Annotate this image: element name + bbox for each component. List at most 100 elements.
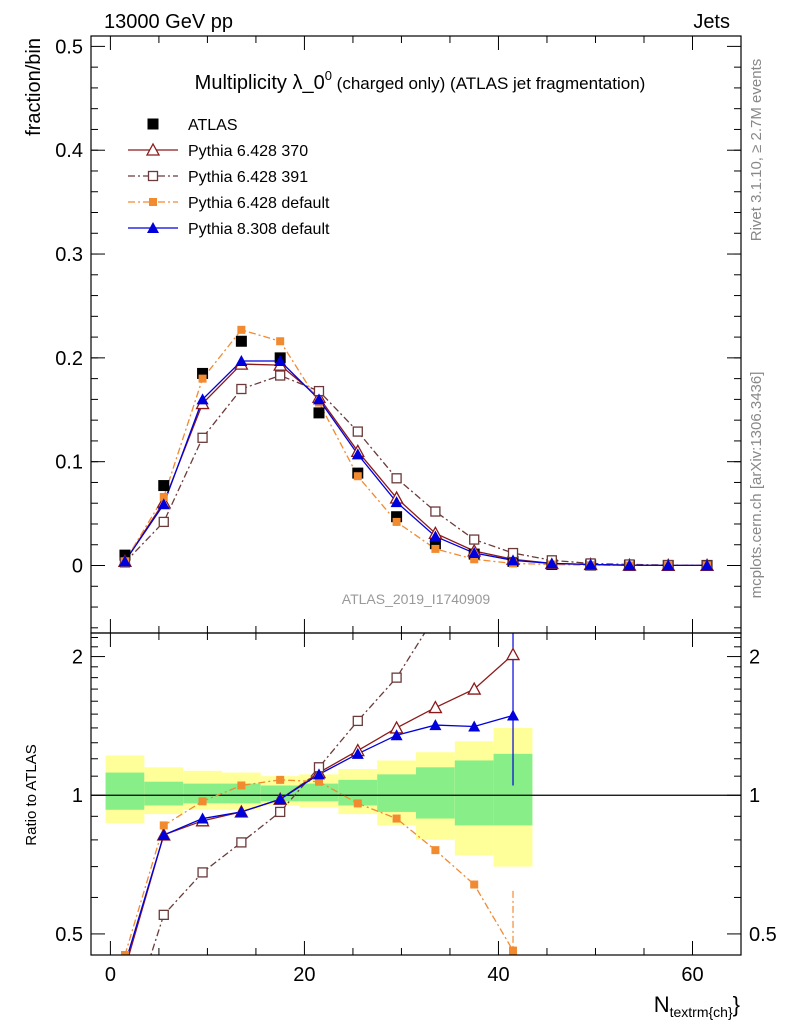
ratio-panel: 0.5 0.51 12 20 20 40 60 Ratio to ATLAS Ntextrm… (23, 632, 777, 1020)
ratio-point-series-2 (120, 951, 129, 955)
main-ylabel: fraction/bin (23, 38, 45, 136)
legend-entry: ATLAS (147, 117, 238, 134)
data-point-series-3 (237, 325, 246, 334)
legend-marker (149, 198, 157, 206)
data-point-series-4 (312, 393, 325, 405)
legend-marker (145, 142, 161, 156)
ratio-y-tick-label: 0.5 (55, 924, 83, 946)
data-point-series-2 (352, 426, 363, 437)
legend-label: Pythia 8.308 default (188, 221, 330, 238)
x-tick-label: 0 (105, 964, 116, 986)
ratio-point-series-1 (197, 867, 208, 878)
legend-entry: Pythia 6.428 default (128, 195, 330, 212)
band-green (454, 760, 494, 826)
band-green (183, 783, 222, 804)
data-point-series-3 (353, 472, 362, 481)
data-point-series-2 (275, 370, 286, 381)
ratio-ylabel: Ratio to ATLAS (23, 744, 40, 845)
legend-label: Pythia 6.428 default (188, 195, 330, 212)
ratio-line-1 (150, 633, 426, 955)
data-point-series-3 (431, 544, 440, 553)
legend-entry: Pythia 6.428 391 (128, 169, 308, 186)
legend-label: ATLAS (188, 117, 238, 134)
data-point-series-0 (197, 367, 209, 379)
ratio-point-series-3 (429, 719, 442, 731)
main-y-ticks: 0 0.1 0.2 0.3 0.4 0.5 (55, 36, 741, 633)
ratio-point-series-3 (312, 768, 325, 780)
legend-marker (147, 222, 159, 233)
ratio-point-series-2 (431, 846, 440, 855)
series-line-4 (124, 360, 708, 567)
ratio-series (120, 633, 521, 955)
x-axis-label: Ntextrm{ch}} (654, 992, 740, 1020)
chart-title-sup: 0 (325, 68, 332, 83)
ratio-point-series-3 (507, 709, 520, 721)
ratio-point-series-1 (275, 806, 286, 818)
data-point-series-4 (468, 547, 481, 559)
ratio-point-series-0 (428, 700, 443, 714)
ratio-point-series-2 (237, 781, 246, 790)
legend-marker (147, 118, 159, 130)
series-line-3 (124, 329, 708, 567)
legend-entry: Pythia 6.428 370 (128, 142, 308, 160)
ratio-point-series-0 (505, 647, 521, 661)
x-tick-label: 40 (487, 964, 509, 986)
legend-entry: Pythia 8.308 default (128, 221, 330, 238)
ratio-point-series-3 (274, 793, 287, 805)
data-point-series-4 (584, 558, 597, 570)
data-point-series-2 (430, 506, 441, 517)
ratio-y-tick-label: 1 (72, 785, 83, 807)
chart-title-main: Multiplicity λ_0 (195, 72, 325, 94)
data-point-series-4 (429, 530, 442, 542)
band-green (144, 781, 184, 806)
ratio-point-series-2 (276, 775, 285, 784)
ratio-point-series-3 (157, 828, 170, 840)
ratio-y-tick-label-right: 1 (749, 785, 760, 807)
data-point-series-0 (429, 538, 441, 550)
y-tick-label: 0.1 (55, 452, 83, 474)
ratio-point-series-3 (468, 720, 481, 732)
band-green (221, 783, 261, 804)
data-point-series-4 (274, 354, 287, 366)
ratio-point-series-1 (391, 672, 402, 683)
data-point-series-4 (118, 555, 131, 567)
analysis-label: ATLAS_2019_I1740909 (342, 591, 491, 607)
data-point-series-3 (276, 337, 285, 346)
data-point-series-2 (236, 383, 247, 395)
data-point-series-2 (197, 432, 208, 443)
ratio-point-series-3 (351, 747, 364, 759)
y-tick-label: 0.5 (55, 36, 83, 58)
band-green (105, 772, 145, 810)
ratio-point-series-1 (158, 909, 169, 921)
ratio-point-series-1 (236, 837, 247, 848)
data-point-series-2 (391, 473, 402, 484)
y-tick-label: 0 (72, 556, 83, 578)
ratio-point-series-0 (467, 681, 482, 695)
data-point-series-4 (196, 393, 209, 405)
ratio-point-series-2 (314, 777, 323, 786)
ratio-point-series-2 (470, 880, 479, 889)
header-category-label: Jets (693, 11, 730, 33)
legend: ATLAS Pythia 6.428 370 Pythia 6.428 391 Pyt… (128, 117, 330, 238)
data-point-series-0 (313, 407, 325, 419)
data-point-series-4 (507, 554, 520, 566)
ratio-point-series-2 (198, 797, 207, 806)
band-green (416, 767, 455, 819)
y-tick-label: 0.3 (55, 244, 83, 266)
mcplots-label: mcplots.cern.ch [arXiv:1306.3436] (748, 372, 765, 599)
ratio-point-series-2 (392, 814, 401, 823)
series-line-2 (124, 374, 708, 567)
x-axis-label-sub: textrm{ch} (670, 1004, 733, 1020)
y-tick-label: 0.4 (55, 140, 83, 162)
ratio-point-series-2 (159, 821, 168, 830)
data-point-series-0 (158, 480, 170, 492)
legend-label: Pythia 6.428 391 (188, 169, 308, 186)
ratio-point-series-3 (196, 812, 209, 824)
ratio-y-tick-label-right: 2 (749, 647, 760, 669)
ratio-point-series-3 (235, 805, 248, 817)
main-panel: 00.10.20.30.40.5 Multiplicity λ_00 (char… (23, 35, 742, 634)
data-point-series-2 (469, 534, 480, 545)
data-point-series-0 (235, 335, 247, 347)
data-point-series-3 (470, 555, 479, 564)
